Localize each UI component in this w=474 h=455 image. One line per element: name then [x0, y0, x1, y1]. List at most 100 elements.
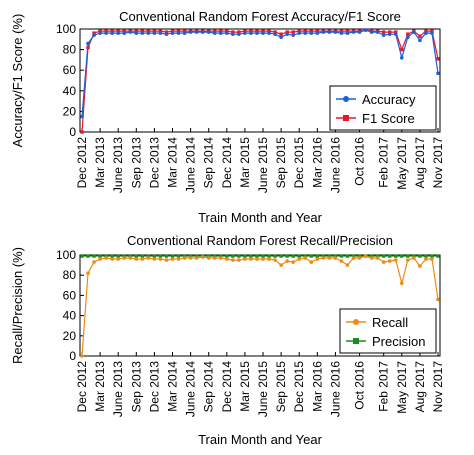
data-point: [188, 30, 193, 34]
data-point: [134, 29, 139, 33]
data-point: [158, 257, 163, 261]
data-point: [176, 257, 181, 261]
data-point: [170, 31, 175, 35]
data-point: [345, 254, 350, 258]
data-point: [321, 256, 326, 260]
data-point: [297, 254, 301, 258]
data-point: [176, 254, 181, 258]
data-point: [333, 30, 338, 34]
data-point: [152, 254, 157, 258]
data-point: [249, 31, 253, 35]
data-point: [291, 254, 295, 258]
data-point: [212, 31, 217, 35]
x-tick-label: Dec 2015: [292, 361, 306, 413]
data-point: [279, 35, 283, 40]
data-point: [194, 256, 199, 260]
data-point: [237, 258, 241, 262]
data-point: [243, 29, 247, 33]
x-tick-label: Mar 2015: [238, 361, 252, 412]
data-point: [140, 254, 145, 258]
y-tick-label: 60: [63, 63, 77, 77]
x-tick-label: Dec 2012: [75, 137, 89, 189]
data-point: [430, 257, 434, 261]
data-point: [418, 34, 422, 38]
x-tick-label: June 2014: [184, 137, 198, 193]
data-point: [424, 257, 428, 261]
data-point: [267, 31, 271, 35]
data-point: [128, 254, 132, 258]
data-point: [363, 254, 368, 258]
data-point: [297, 31, 302, 35]
data-point: [255, 257, 259, 261]
y-tick-label: 80: [63, 43, 77, 57]
data-point: [424, 29, 428, 33]
x-tick-label: Sep 2014: [202, 137, 216, 189]
legend-box: [329, 85, 437, 131]
data-point: [412, 256, 416, 260]
data-point: [315, 29, 320, 33]
data-point: [345, 263, 350, 267]
data-point: [170, 29, 175, 33]
data-point: [158, 29, 163, 33]
data-point: [249, 29, 253, 33]
data-point: [98, 254, 102, 258]
legend-label: Precision: [372, 334, 425, 349]
data-point: [345, 29, 350, 33]
y-tick-label: 0: [69, 349, 76, 363]
data-point: [412, 254, 416, 258]
data-point: [225, 257, 229, 261]
data-point: [351, 254, 356, 258]
data-point: [170, 254, 175, 258]
data-point: [206, 30, 211, 34]
data-point: [388, 30, 392, 34]
data-point: [158, 31, 163, 35]
data-point: [116, 31, 121, 35]
data-point: [285, 259, 289, 263]
data-point: [303, 254, 307, 258]
data-point: [261, 29, 265, 33]
y-tick-label: 20: [63, 104, 77, 118]
data-point: [291, 260, 295, 264]
series-recall: [80, 254, 440, 358]
x-tick-label: Oct 2016: [353, 361, 367, 410]
data-point: [375, 256, 380, 260]
data-point: [388, 254, 392, 258]
y-tick-label: 20: [63, 329, 77, 343]
data-point: [303, 31, 308, 35]
data-point: [267, 29, 271, 33]
data-point: [279, 32, 283, 36]
data-point: [303, 256, 308, 260]
data-point: [424, 31, 428, 35]
data-point: [249, 257, 253, 261]
data-point: [436, 254, 440, 258]
data-point: [394, 254, 398, 258]
y-tick-label: 40: [63, 309, 77, 323]
legend: Accuracy F1 Score: [329, 85, 437, 131]
data-point: [80, 254, 84, 258]
x-tick-label: Nov 2017: [431, 361, 445, 413]
data-point: [261, 31, 265, 35]
plot-area: [79, 254, 441, 357]
data-point: [164, 32, 169, 36]
x-axis-label: Train Month and Year: [198, 210, 322, 225]
data-point: [122, 29, 126, 33]
data-point: [237, 30, 241, 34]
data-point: [243, 31, 247, 35]
data-point: [393, 258, 398, 262]
data-point: [418, 38, 422, 43]
data-point: [140, 29, 145, 33]
data-point: [134, 257, 139, 261]
data-point: [200, 30, 205, 34]
data-point: [418, 264, 422, 268]
data-point: [128, 256, 133, 260]
x-tick-label: June 2016: [328, 361, 342, 417]
data-point: [110, 29, 114, 33]
data-point: [339, 29, 344, 33]
data-point: [146, 29, 151, 33]
data-point: [375, 254, 380, 258]
data-point: [303, 29, 307, 33]
data-point: [122, 256, 127, 260]
data-point: [412, 30, 416, 34]
data-point: [231, 32, 235, 36]
